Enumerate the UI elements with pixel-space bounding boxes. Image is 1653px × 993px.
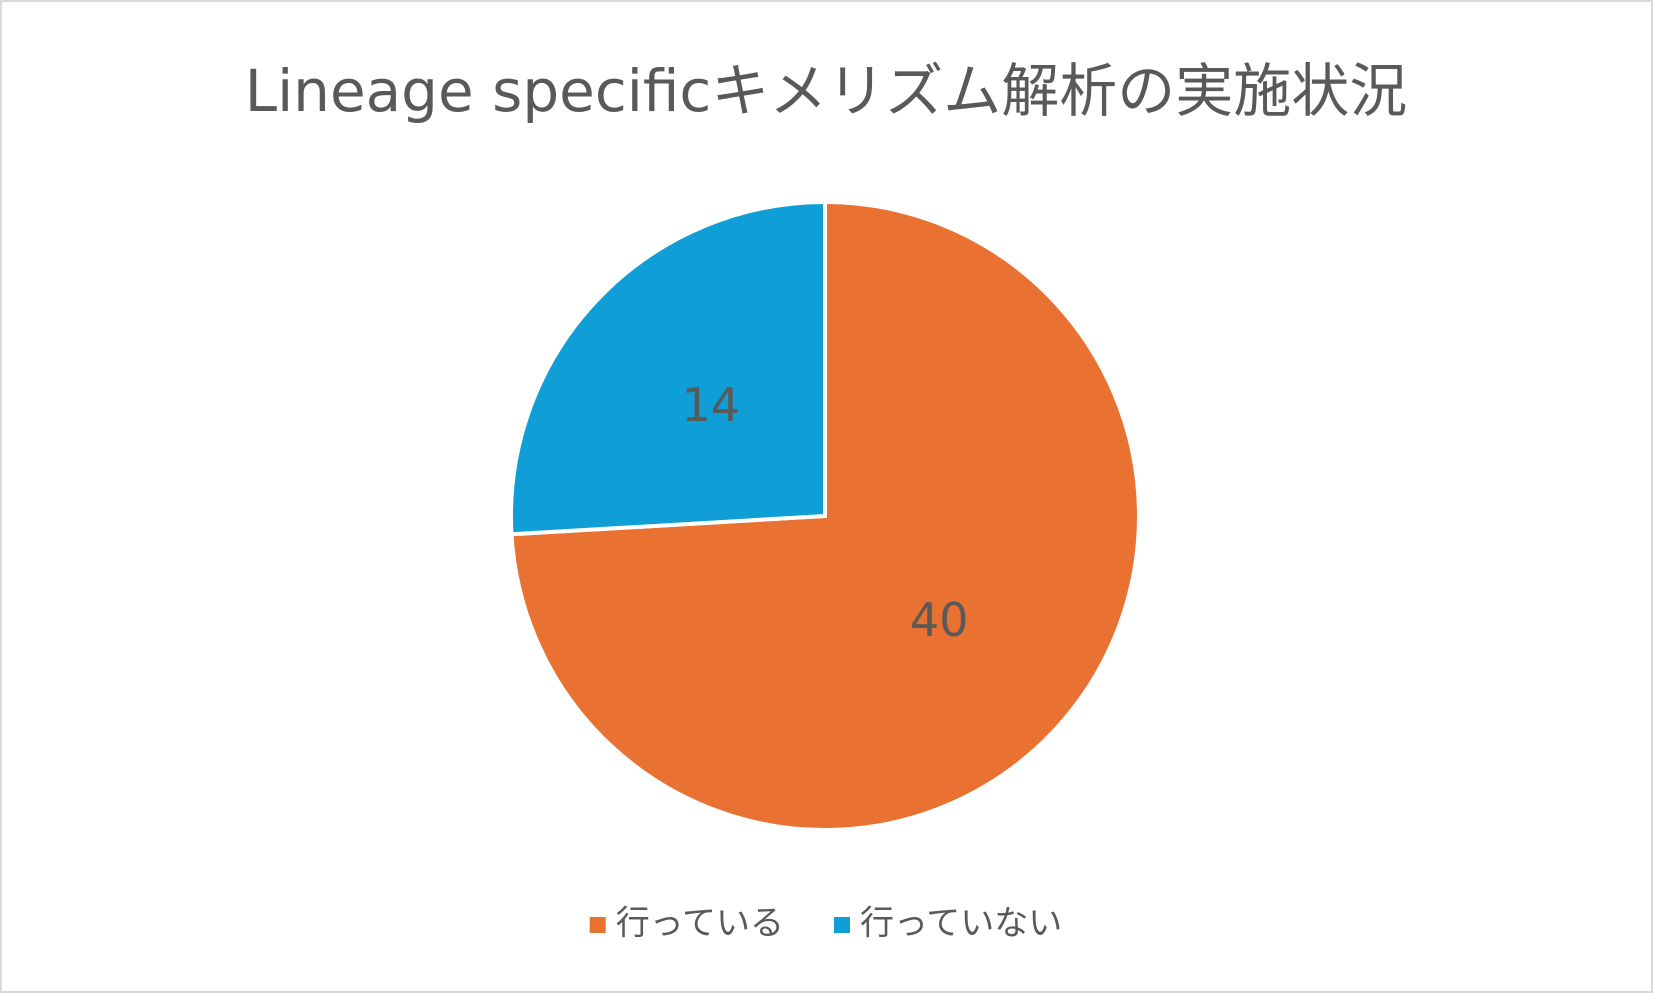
chart-title: Lineage specificキメリズム解析の実施状況: [245, 57, 1408, 125]
legend-swatch: [589, 917, 606, 933]
legend-label: 行っていない: [860, 904, 1062, 944]
pie-slice: [509, 199, 827, 537]
data-label: 40: [910, 593, 969, 647]
data-label: 14: [682, 378, 741, 432]
legend-label: 行っている: [616, 904, 784, 944]
legend-swatch: [834, 917, 850, 933]
